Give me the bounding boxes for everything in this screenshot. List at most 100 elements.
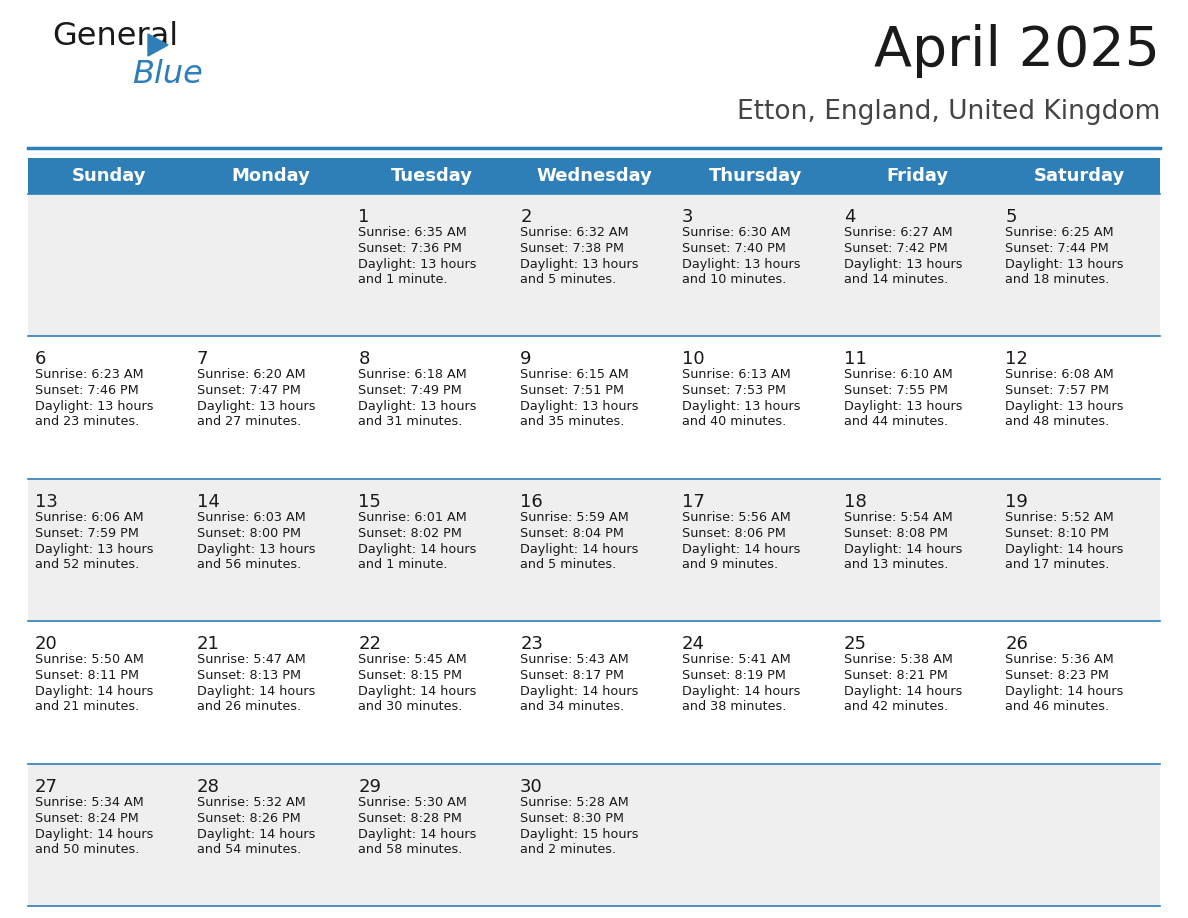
Text: 20: 20 [34,635,58,654]
Text: Daylight: 13 hours: Daylight: 13 hours [359,400,476,413]
Text: and 5 minutes.: and 5 minutes. [520,558,617,571]
Text: 12: 12 [1005,351,1028,368]
Text: 11: 11 [843,351,866,368]
Text: Daylight: 14 hours: Daylight: 14 hours [1005,543,1124,555]
Text: 18: 18 [843,493,866,510]
Bar [675,158,836,194]
Text: Sunset: 8:06 PM: Sunset: 8:06 PM [682,527,785,540]
Bar [836,158,998,194]
Text: Daylight: 13 hours: Daylight: 13 hours [682,400,801,413]
Text: and 23 minutes.: and 23 minutes. [34,416,139,429]
Text: 8: 8 [359,351,369,368]
Text: and 18 minutes.: and 18 minutes. [1005,273,1110,286]
Text: Daylight: 13 hours: Daylight: 13 hours [34,400,153,413]
Text: 4: 4 [843,208,855,226]
Text: Daylight: 13 hours: Daylight: 13 hours [34,543,153,555]
Text: and 14 minutes.: and 14 minutes. [843,273,948,286]
Text: 2: 2 [520,208,532,226]
Text: and 13 minutes.: and 13 minutes. [843,558,948,571]
Text: 16: 16 [520,493,543,510]
Text: and 2 minutes.: and 2 minutes. [520,843,617,856]
Text: Daylight: 14 hours: Daylight: 14 hours [34,828,153,841]
Text: Sunrise: 6:23 AM: Sunrise: 6:23 AM [34,368,144,381]
Text: Sunrise: 6:35 AM: Sunrise: 6:35 AM [359,226,467,239]
Text: Sunset: 8:10 PM: Sunset: 8:10 PM [1005,527,1110,540]
Text: Daylight: 13 hours: Daylight: 13 hours [843,258,962,271]
Text: Sunrise: 6:27 AM: Sunrise: 6:27 AM [843,226,953,239]
Text: Sunrise: 5:41 AM: Sunrise: 5:41 AM [682,654,790,666]
Text: 19: 19 [1005,493,1028,510]
Text: and 52 minutes.: and 52 minutes. [34,558,139,571]
Text: Daylight: 14 hours: Daylight: 14 hours [359,543,476,555]
Text: Daylight: 14 hours: Daylight: 14 hours [359,828,476,841]
Text: Daylight: 14 hours: Daylight: 14 hours [1005,685,1124,699]
Bar [29,764,1159,906]
Text: Sunset: 7:40 PM: Sunset: 7:40 PM [682,242,785,255]
Text: Sunset: 8:13 PM: Sunset: 8:13 PM [197,669,301,682]
Text: and 58 minutes.: and 58 minutes. [359,843,463,856]
Text: and 38 minutes.: and 38 minutes. [682,700,786,713]
Text: and 42 minutes.: and 42 minutes. [843,700,948,713]
Text: Sunset: 8:30 PM: Sunset: 8:30 PM [520,812,624,824]
Text: and 54 minutes.: and 54 minutes. [197,843,301,856]
Text: and 5 minutes.: and 5 minutes. [520,273,617,286]
Text: 3: 3 [682,208,694,226]
Text: 30: 30 [520,778,543,796]
Text: Sunset: 8:19 PM: Sunset: 8:19 PM [682,669,785,682]
Text: Sunrise: 5:30 AM: Sunrise: 5:30 AM [359,796,467,809]
Text: and 9 minutes.: and 9 minutes. [682,558,778,571]
Text: and 27 minutes.: and 27 minutes. [197,416,301,429]
Text: Daylight: 13 hours: Daylight: 13 hours [520,258,639,271]
Text: Sunset: 7:57 PM: Sunset: 7:57 PM [1005,385,1110,397]
Text: and 31 minutes.: and 31 minutes. [359,416,463,429]
Text: Sunrise: 5:56 AM: Sunrise: 5:56 AM [682,510,790,524]
Text: and 30 minutes.: and 30 minutes. [359,700,463,713]
Text: Sunrise: 5:45 AM: Sunrise: 5:45 AM [359,654,467,666]
Text: Sunset: 8:26 PM: Sunset: 8:26 PM [197,812,301,824]
Text: General: General [52,21,178,52]
Bar [513,158,675,194]
Text: Tuesday: Tuesday [391,167,473,185]
Text: 1: 1 [359,208,369,226]
Text: Sunrise: 5:47 AM: Sunrise: 5:47 AM [197,654,305,666]
Text: and 35 minutes.: and 35 minutes. [520,416,625,429]
Text: and 1 minute.: and 1 minute. [359,273,448,286]
Text: Sunrise: 6:15 AM: Sunrise: 6:15 AM [520,368,628,381]
Text: 10: 10 [682,351,704,368]
Text: 6: 6 [34,351,46,368]
Text: 5: 5 [1005,208,1017,226]
Text: and 50 minutes.: and 50 minutes. [34,843,139,856]
Text: Sunrise: 5:54 AM: Sunrise: 5:54 AM [843,510,953,524]
Text: 15: 15 [359,493,381,510]
Bar [190,158,352,194]
Text: Sunset: 8:23 PM: Sunset: 8:23 PM [1005,669,1110,682]
Text: Sunrise: 6:01 AM: Sunrise: 6:01 AM [359,510,467,524]
Text: Sunset: 7:38 PM: Sunset: 7:38 PM [520,242,624,255]
Text: Sunset: 8:02 PM: Sunset: 8:02 PM [359,527,462,540]
Text: 24: 24 [682,635,704,654]
Text: 14: 14 [197,493,220,510]
Text: Sunset: 7:55 PM: Sunset: 7:55 PM [843,385,948,397]
Text: Sunrise: 5:43 AM: Sunrise: 5:43 AM [520,654,628,666]
Text: Sunrise: 6:18 AM: Sunrise: 6:18 AM [359,368,467,381]
Text: and 48 minutes.: and 48 minutes. [1005,416,1110,429]
Text: Sunrise: 6:03 AM: Sunrise: 6:03 AM [197,510,305,524]
Text: Sunrise: 5:32 AM: Sunrise: 5:32 AM [197,796,305,809]
Text: and 56 minutes.: and 56 minutes. [197,558,301,571]
Text: Sunset: 8:17 PM: Sunset: 8:17 PM [520,669,624,682]
Bar [998,158,1159,194]
Text: Sunset: 8:15 PM: Sunset: 8:15 PM [359,669,462,682]
Text: 17: 17 [682,493,704,510]
Text: 9: 9 [520,351,532,368]
Text: Sunset: 7:46 PM: Sunset: 7:46 PM [34,385,139,397]
Text: Daylight: 14 hours: Daylight: 14 hours [520,685,638,699]
Text: Daylight: 14 hours: Daylight: 14 hours [197,828,315,841]
Text: Sunrise: 5:50 AM: Sunrise: 5:50 AM [34,654,144,666]
Bar [29,479,1159,621]
Text: Sunrise: 6:20 AM: Sunrise: 6:20 AM [197,368,305,381]
Text: Saturday: Saturday [1034,167,1125,185]
Text: Sunset: 7:51 PM: Sunset: 7:51 PM [520,385,624,397]
Text: Sunrise: 5:38 AM: Sunrise: 5:38 AM [843,654,953,666]
Text: Sunrise: 5:59 AM: Sunrise: 5:59 AM [520,510,628,524]
Text: 29: 29 [359,778,381,796]
